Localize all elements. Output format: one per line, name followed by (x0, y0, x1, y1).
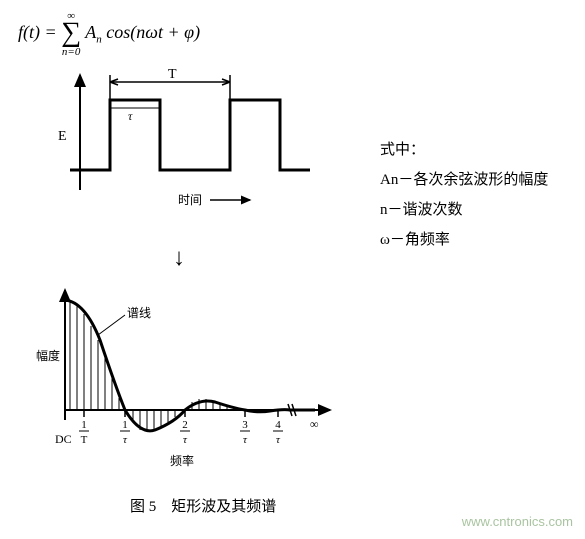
watermark-text: www.cntronics.com (462, 514, 573, 529)
down-arrow-icon: ↓ (173, 245, 185, 272)
svg-text:1: 1 (81, 419, 87, 431)
svg-text:τ: τ (243, 434, 248, 446)
legend-item-n: n－谐波次数 (380, 195, 548, 225)
svg-text:1: 1 (122, 419, 128, 431)
formula-lhs: f(t) = (18, 22, 57, 42)
svg-text:τ: τ (276, 434, 281, 446)
fourier-formula: f(t) = ∞ ∑ n=0 An cos(nωt + φ) (18, 10, 200, 58)
time-domain-diagram: T τ E 时间 (50, 60, 330, 230)
sigma-symbol: ∑ (61, 17, 81, 48)
formula-legend: 式中： An－各次余弦波形的幅度 n－谐波次数 ω－角频率 (380, 135, 548, 255)
summation: ∞ ∑ n=0 (61, 10, 81, 58)
coefficient: An (85, 22, 102, 42)
dc-label: DC (55, 432, 72, 446)
period-label: T (168, 67, 177, 82)
svg-text:T: T (81, 434, 88, 446)
time-axis-label: 时间 (178, 193, 202, 207)
amplitude-label: E (58, 129, 67, 144)
sum-lower: n=0 (61, 46, 81, 58)
svg-text:4: 4 (275, 419, 281, 431)
legend-item-an: An－各次余弦波形的幅度 (380, 165, 548, 195)
legend-item-omega: ω－角频率 (380, 225, 548, 255)
inf-label: ∞ (310, 417, 319, 431)
envelope-label: 谱线 (127, 306, 151, 320)
trig-part: cos(nωt + φ) (106, 22, 200, 42)
legend-header: 式中： (380, 135, 548, 165)
tau-label: τ (128, 109, 133, 123)
svg-text:τ: τ (123, 434, 128, 446)
svg-text:τ: τ (183, 434, 188, 446)
svg-text:3: 3 (242, 419, 248, 431)
figure-caption: 图 5 矩形波及其频谱 (130, 495, 276, 516)
frequency-spectrum-diagram: 谱线 幅度 DC ∞ 频率 1 T 1 τ 2 τ 3 τ 4 τ (30, 280, 350, 480)
svg-text:2: 2 (182, 419, 188, 431)
ylabel: 幅度 (36, 348, 60, 363)
xlabel: 频率 (170, 453, 194, 468)
